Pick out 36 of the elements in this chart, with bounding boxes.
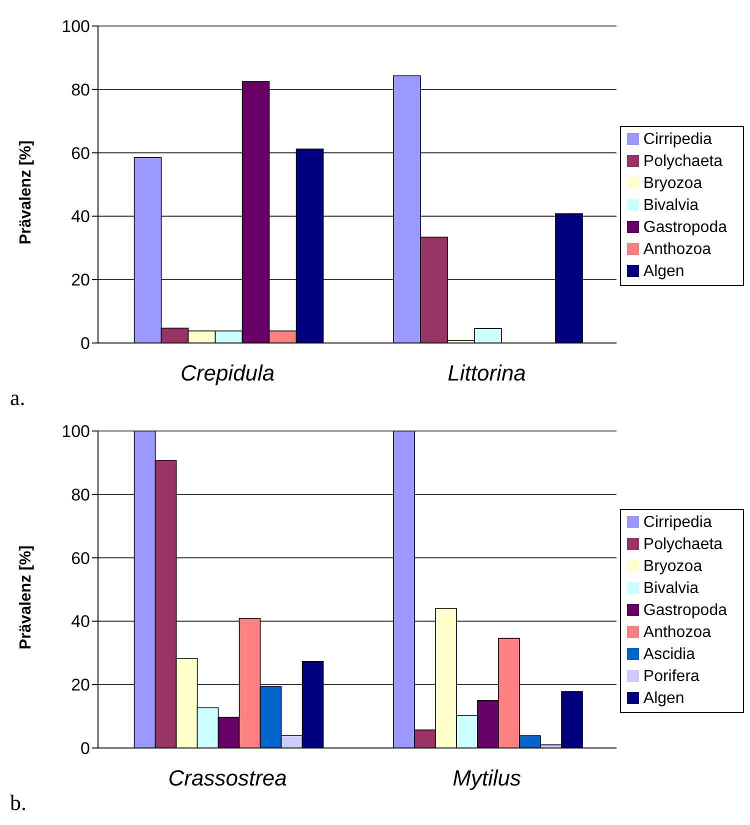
y-tick-label: 60 — [71, 144, 90, 163]
y-tick-label: 80 — [71, 485, 90, 504]
y-tick-label: 80 — [71, 80, 90, 100]
legend-label: Bryozoa — [643, 558, 702, 574]
y-tick-label: 40 — [71, 207, 90, 226]
legend-label: Anthozoa — [643, 624, 711, 640]
legend-label: Cirripedia — [643, 130, 712, 148]
y-tick-label: 0 — [80, 739, 90, 758]
legend-label: Porifera — [643, 668, 700, 684]
legend-label: Anthozoa — [643, 240, 711, 258]
legend-label: Gastropoda — [643, 218, 727, 236]
x-tick-label: Crassostrea — [168, 766, 287, 791]
legend-label: Bivalvia — [643, 196, 699, 214]
y-tick-label: 100 — [62, 422, 90, 442]
y-tick-label: 0 — [80, 334, 90, 354]
x-tick-label: Littorina — [448, 360, 526, 386]
legend-label: Cirripedia — [643, 514, 712, 530]
y-axis-title: Prävalenz [%] — [18, 140, 35, 244]
y-tick-label: 40 — [71, 612, 90, 632]
x-tick-label: Mytilus — [452, 766, 522, 791]
legend-label: Bivalvia — [643, 580, 699, 596]
text: b. — [10, 790, 26, 816]
y-tick-label: 100 — [62, 17, 90, 36]
y-tick-label: 20 — [71, 676, 90, 695]
legend-label: Polychaeta — [643, 536, 723, 552]
legend-label: Bryozoa — [643, 174, 702, 192]
y-axis-title: Prävalenz [%] — [18, 545, 35, 650]
legend-label: Algen — [643, 690, 684, 706]
x-tick-label: Crepidula — [180, 360, 275, 386]
y-tick-label: 60 — [71, 548, 90, 568]
legend-label: Gastropoda — [643, 602, 727, 618]
legend-label: Ascidia — [643, 646, 695, 662]
legend-label: Algen — [643, 262, 684, 280]
text: a. — [10, 385, 26, 411]
legend-label: Polychaeta — [643, 152, 723, 170]
y-tick-label: 20 — [71, 270, 90, 290]
